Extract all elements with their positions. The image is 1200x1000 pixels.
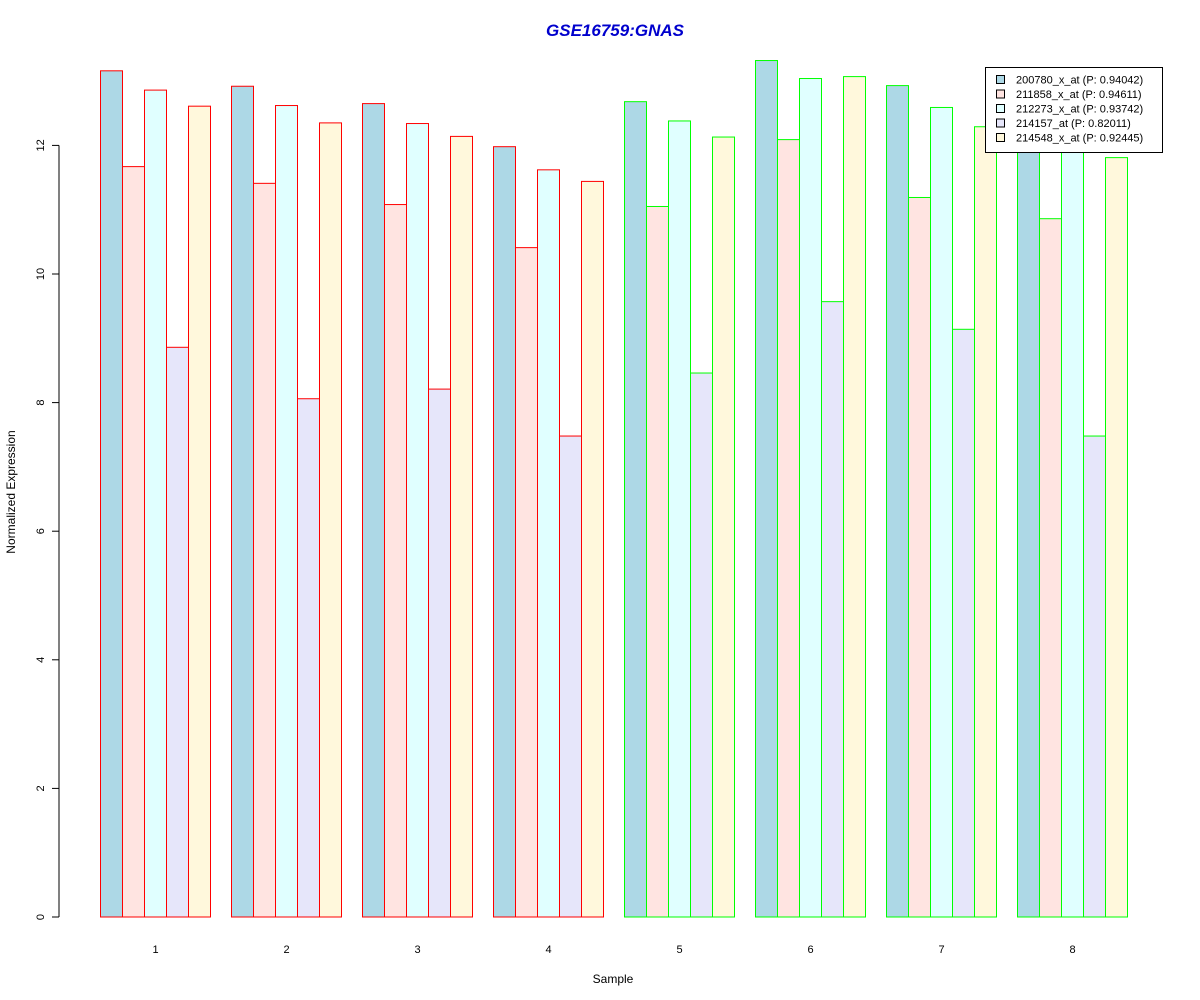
bar <box>581 180 604 918</box>
x-tick-label: 7 <box>938 944 944 956</box>
bar <box>690 372 713 918</box>
bar <box>668 120 691 918</box>
legend-swatch <box>996 104 1005 113</box>
bar <box>559 435 582 918</box>
bar <box>188 105 211 918</box>
legend-label: 212273_x_at (P: 0.93742) <box>1016 104 1143 116</box>
x-tick-label: 5 <box>676 944 682 956</box>
bar <box>624 101 647 918</box>
y-tick-label: 8 <box>35 400 47 406</box>
legend: 200780_x_at (P: 0.94042) 211858_x_at (P: … <box>985 67 1163 153</box>
x-tick-label: 3 <box>414 944 420 956</box>
bars-group <box>100 60 1128 918</box>
legend-swatch <box>996 75 1005 84</box>
x-tick-label: 8 <box>1069 944 1075 956</box>
legend-swatch <box>996 133 1005 142</box>
y-tick-label: 4 <box>35 657 47 663</box>
bar <box>974 126 997 918</box>
bar <box>406 123 429 918</box>
legend-label: 214548_x_at (P: 0.92445) <box>1016 133 1143 145</box>
bar <box>166 346 189 918</box>
x-tick-label: 1 <box>152 944 158 956</box>
bar <box>952 328 975 918</box>
bar <box>843 76 866 918</box>
bar <box>799 78 822 918</box>
x-tick-label: 4 <box>545 944 551 956</box>
bar <box>821 301 844 918</box>
legend-label: 214157_at (P: 0.82011) <box>1016 118 1131 130</box>
bar <box>537 169 560 918</box>
bar <box>777 139 800 918</box>
bar <box>1039 218 1062 918</box>
bar <box>493 146 516 918</box>
y-axis: 0 2 4 6 8 10 12 <box>35 139 60 920</box>
bar <box>384 204 407 918</box>
bar <box>450 135 473 918</box>
y-tick-label: 2 <box>35 785 47 791</box>
y-axis-label: Normalized Expression <box>4 430 18 553</box>
x-axis-label: Sample <box>593 972 634 986</box>
x-tick-label: 2 <box>283 944 289 956</box>
bar <box>515 247 538 918</box>
legend-label: 211858_x_at (P: 0.94611) <box>1016 89 1142 101</box>
bar <box>275 105 298 918</box>
bar <box>1061 144 1084 918</box>
bar <box>886 85 909 918</box>
bar <box>1017 143 1040 918</box>
y-tick-label: 6 <box>35 528 47 534</box>
bar <box>362 103 385 918</box>
chart-title: GSE16759:GNAS <box>546 21 685 40</box>
bar <box>144 89 167 918</box>
y-tick-label: 0 <box>35 914 47 920</box>
bar <box>1083 435 1106 918</box>
bar <box>231 85 254 918</box>
bar <box>646 205 669 918</box>
bar <box>428 388 451 918</box>
bar <box>755 60 778 918</box>
x-tick-label: 6 <box>807 944 813 956</box>
bar <box>297 398 320 918</box>
legend-swatch <box>996 118 1005 128</box>
y-tick-label: 10 <box>35 268 47 280</box>
y-tick-label: 12 <box>35 139 47 151</box>
bar <box>908 196 931 918</box>
x-axis-ticks: 1 2 3 4 5 6 7 8 <box>152 944 1075 956</box>
legend-swatch <box>996 89 1005 99</box>
bar <box>712 136 735 918</box>
bar <box>122 166 145 918</box>
bar <box>319 122 342 918</box>
bar <box>930 106 953 918</box>
legend-box <box>985 67 1163 153</box>
bar <box>1105 157 1128 918</box>
legend-label: 200780_x_at (P: 0.94042) <box>1016 75 1143 87</box>
bar <box>100 70 123 918</box>
bar <box>253 182 276 918</box>
